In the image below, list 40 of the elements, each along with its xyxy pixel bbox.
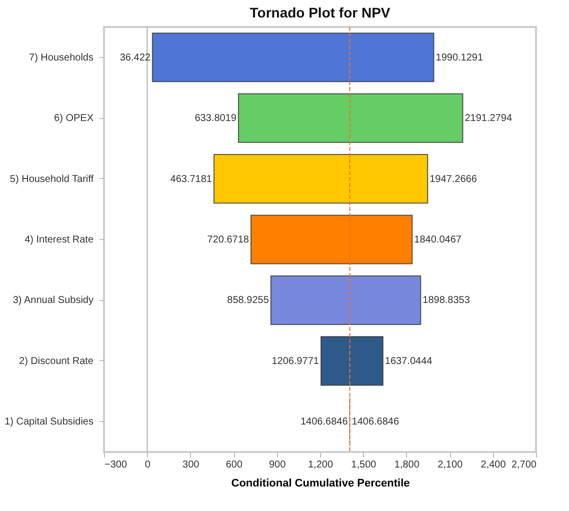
x-tick-label: 0 bbox=[144, 460, 151, 470]
y-tick-label: 4) Interest Rate bbox=[24, 234, 94, 246]
bar bbox=[320, 336, 384, 386]
x-tick-label: 1,200 bbox=[308, 460, 334, 470]
x-tick-label: 600 bbox=[226, 460, 243, 470]
annotation: 36.422 bbox=[120, 52, 151, 64]
x-tick-label: 300 bbox=[182, 460, 200, 470]
bar bbox=[213, 154, 428, 204]
annotation: 1637.0444 bbox=[384, 356, 433, 367]
annotation: 1990.1291 bbox=[436, 52, 484, 64]
x-tick-label: 1,500 bbox=[351, 460, 377, 470]
annotation: 858.9255 bbox=[227, 295, 270, 306]
y-tick-label: 1) Capital Subsidies bbox=[4, 416, 94, 428]
y-tick-label: 2) Discount Rate bbox=[19, 356, 94, 367]
x-tick-label: 900 bbox=[268, 460, 286, 470]
annotation: 633.8019 bbox=[194, 113, 237, 124]
y-tick-label: 7) Households bbox=[29, 52, 94, 64]
bar bbox=[270, 275, 422, 325]
annotation: 1947.2666 bbox=[430, 174, 478, 185]
annotation: 1206.9771 bbox=[272, 356, 320, 367]
y-tick-label: 5) Household Tariff bbox=[10, 174, 94, 185]
annotation: 1898.8353 bbox=[422, 295, 470, 306]
y-tick-label: 6) OPEX bbox=[54, 113, 94, 124]
x-tick-label: 2,400 bbox=[480, 460, 506, 470]
x-tick-label: 1,800 bbox=[394, 460, 420, 470]
x-tick-label: 2,700 bbox=[511, 460, 537, 470]
annotation: 1406.6846 bbox=[352, 416, 400, 428]
annotation: 720.6718 bbox=[207, 234, 250, 246]
annotation: 1406.6846 bbox=[300, 416, 348, 428]
bar bbox=[238, 93, 464, 143]
y-tick-label: 3) Annual Subsidy bbox=[12, 295, 94, 306]
bar bbox=[250, 214, 413, 264]
x-tick-label: 2,100 bbox=[438, 460, 464, 470]
annotation: 2191.2794 bbox=[464, 113, 512, 124]
chart-title: Tornado Plot for NPV bbox=[250, 4, 391, 20]
bar bbox=[152, 32, 434, 82]
annotation: 1840.0467 bbox=[414, 234, 462, 246]
x-tick-label: −300 bbox=[104, 460, 128, 470]
x-axis-title: Conditional Cumulative Percentile bbox=[231, 478, 410, 490]
annotation: 463.7181 bbox=[170, 174, 212, 185]
